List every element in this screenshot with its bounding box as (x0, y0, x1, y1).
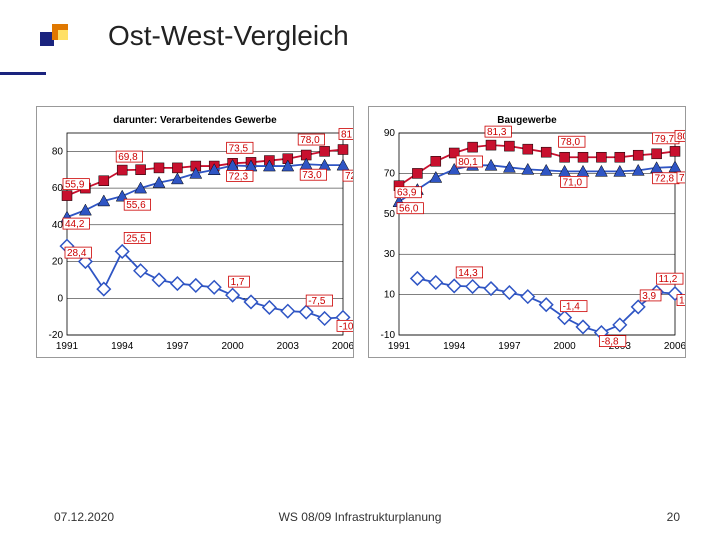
svg-text:72,8: 72,8 (655, 174, 675, 185)
svg-text:Baugewerbe: Baugewerbe (497, 115, 557, 126)
slide: Ost-West-Vergleich darunter: Verarbeiten… (0, 0, 720, 540)
svg-text:1994: 1994 (111, 341, 134, 352)
svg-text:-7,5: -7,5 (308, 296, 326, 307)
svg-text:10,5: 10,5 (679, 296, 685, 307)
svg-text:2003: 2003 (277, 341, 300, 352)
svg-text:-10,4: -10,4 (339, 321, 353, 332)
title-bullet (38, 18, 74, 54)
chart-left-svg: darunter: Verarbeitendes Gewerbe-2002040… (37, 107, 353, 357)
svg-text:30: 30 (384, 249, 396, 260)
svg-text:1997: 1997 (498, 341, 521, 352)
svg-text:2006: 2006 (664, 341, 685, 352)
chart-right: Baugewerbe -10 10 30 50 70 90 1991 1994 1997 2000 2… (368, 106, 686, 358)
svg-text:73,5: 73,5 (229, 143, 249, 154)
side-line (0, 72, 46, 75)
chart-left: darunter: Verarbeitendes Gewerbe-2002040… (36, 106, 354, 358)
svg-text:78,0: 78,0 (300, 135, 320, 146)
svg-text:81,0: 81,0 (341, 130, 353, 141)
svg-text:70: 70 (384, 168, 396, 179)
svg-text:2000: 2000 (553, 341, 576, 352)
slide-title: Ost-West-Vergleich (108, 20, 349, 52)
svg-text:73,2: 73,2 (679, 173, 685, 184)
svg-text:-10: -10 (381, 330, 396, 341)
svg-text:63,9: 63,9 (397, 188, 417, 199)
svg-text:1991: 1991 (56, 341, 79, 352)
svg-text:1997: 1997 (166, 341, 189, 352)
svg-text:60: 60 (52, 183, 64, 194)
svg-text:55,6: 55,6 (126, 200, 146, 211)
svg-text:2000: 2000 (221, 341, 244, 352)
svg-text:2006: 2006 (332, 341, 353, 352)
svg-text:80,1: 80,1 (458, 157, 478, 168)
svg-text:80: 80 (52, 146, 64, 157)
svg-text:-1,4: -1,4 (563, 302, 581, 313)
svg-text:56,0: 56,0 (399, 204, 419, 215)
svg-text:3,9: 3,9 (642, 291, 656, 302)
svg-text:1994: 1994 (443, 341, 466, 352)
svg-text:10: 10 (384, 290, 396, 301)
svg-text:25,5: 25,5 (126, 233, 146, 244)
svg-text:73,0: 73,0 (302, 170, 322, 181)
svg-text:90: 90 (384, 128, 396, 139)
svg-text:69,8: 69,8 (118, 152, 138, 163)
svg-text:28,4: 28,4 (67, 248, 87, 259)
svg-text:1,7: 1,7 (231, 277, 245, 288)
svg-text:0: 0 (57, 293, 63, 304)
svg-text:-20: -20 (49, 330, 64, 341)
footer-center: WS 08/09 Infrastrukturplanung (0, 510, 720, 524)
svg-text:81,3: 81,3 (487, 127, 507, 138)
svg-text:50: 50 (384, 209, 396, 220)
svg-text:-8,8: -8,8 (601, 337, 619, 348)
svg-text:71,0: 71,0 (563, 177, 583, 188)
svg-text:79,7: 79,7 (655, 134, 675, 145)
chart-right-svg: Baugewerbe -10 10 30 50 70 90 1991 1994 1997 2000 2… (369, 107, 685, 357)
svg-text:72,5: 72,5 (345, 171, 353, 182)
svg-text:1991: 1991 (388, 341, 411, 352)
svg-text:72,3: 72,3 (229, 172, 249, 183)
svg-text:11,2: 11,2 (659, 274, 678, 285)
svg-text:44,2: 44,2 (65, 219, 85, 230)
svg-text:80,9: 80,9 (677, 131, 685, 142)
svg-text:78,0: 78,0 (561, 137, 581, 148)
footer-page: 20 (667, 510, 680, 524)
svg-text:darunter: Verarbeitendes Gewer: darunter: Verarbeitendes Gewerbe (113, 115, 277, 126)
svg-text:55,9: 55,9 (65, 180, 85, 191)
svg-text:14,3: 14,3 (458, 268, 478, 279)
svg-text:20: 20 (52, 257, 64, 268)
